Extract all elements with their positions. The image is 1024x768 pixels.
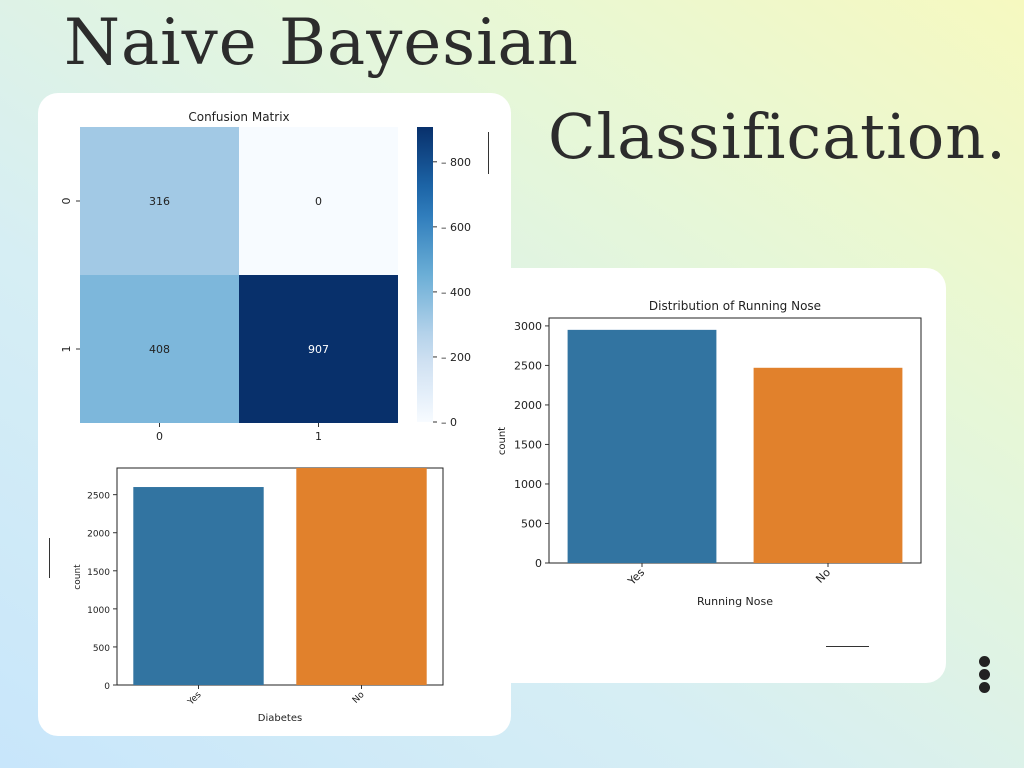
colorbar-tick-label: – 400 <box>441 286 471 299</box>
heatmap-cell <box>80 275 239 423</box>
decorative-vertical-line <box>49 538 50 578</box>
dot <box>979 669 990 680</box>
plot-frame <box>548 317 922 564</box>
more-options-icon[interactable] <box>979 656 991 695</box>
x-tick-label: Yes <box>625 566 648 589</box>
dot <box>979 682 990 693</box>
bar <box>567 329 717 563</box>
cell-value-label: 408 <box>149 343 170 356</box>
colorbar <box>417 127 433 422</box>
colorbar-tick-label: – 0 <box>441 416 457 429</box>
y-tick-label: 0 <box>104 682 110 692</box>
x-tick-label: No <box>813 566 833 586</box>
heatmap-cell <box>80 127 239 275</box>
y-tick-label: 2000 <box>87 530 110 540</box>
y-tick-label: 3000 <box>514 320 542 333</box>
slide-title-line-1: Naive Bayesian <box>64 6 579 80</box>
y-tick-label: 2000 <box>514 399 542 412</box>
colorbar-tick-label: – 200 <box>441 351 471 364</box>
y-axis-label: count <box>497 427 508 455</box>
x-tick-label: 1 <box>315 430 322 443</box>
y-tick-label: 500 <box>93 644 110 654</box>
y-tick-label: 1500 <box>87 568 110 578</box>
chart-title: Distribution of Running Nose <box>649 299 821 313</box>
heatmap-cell <box>239 127 398 275</box>
cell-value-label: 907 <box>308 343 329 356</box>
cell-value-label: 0 <box>315 195 322 208</box>
x-tick-label: 0 <box>156 430 163 443</box>
decorative-horizontal-line <box>826 646 869 647</box>
x-axis-label: Diabetes <box>258 713 302 724</box>
bar <box>133 487 264 685</box>
colorbar-tick-label: – 800 <box>441 156 471 169</box>
heatmap-cell <box>239 275 398 423</box>
y-tick-label: 1500 <box>514 438 542 451</box>
bar <box>753 367 903 563</box>
dot <box>979 656 990 667</box>
y-tick-label: 0 <box>535 557 542 570</box>
colorbar-tick-label: – 600 <box>441 221 471 234</box>
slide-title-line-2: Classification. <box>548 100 1007 173</box>
chart-title: Confusion Matrix <box>188 110 289 124</box>
bar <box>296 468 427 685</box>
y-tick-label: 1000 <box>87 606 110 616</box>
y-tick-label: 1000 <box>514 478 542 491</box>
y-axis-label: count <box>73 564 83 590</box>
decorative-vertical-line <box>488 132 489 174</box>
y-tick-label: 2500 <box>87 492 110 502</box>
y-tick-label: 1 <box>60 346 73 353</box>
plot-frame <box>116 467 444 686</box>
y-tick-label: 500 <box>521 517 542 530</box>
y-tick-label: 2500 <box>514 359 542 372</box>
x-axis-label: Running Nose <box>697 595 773 608</box>
y-tick-label: 0 <box>60 198 73 205</box>
cell-value-label: 316 <box>149 195 170 208</box>
